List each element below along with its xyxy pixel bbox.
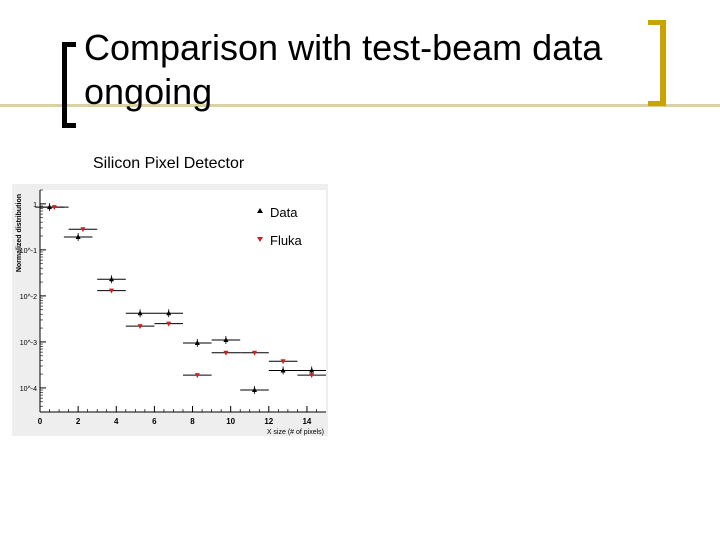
- series-data: [35, 203, 326, 395]
- y-tick-label: 1: [33, 202, 37, 209]
- data-point-data: [280, 367, 286, 373]
- data-point-fluka: [51, 205, 57, 211]
- title-accent-line: [0, 104, 720, 107]
- data-point-fluka: [137, 324, 143, 330]
- x-axis-label: X size (# of pixels): [267, 429, 324, 436]
- data-point-data: [75, 234, 81, 240]
- x-tick-label: 4: [114, 417, 119, 426]
- y-tick-label: 10^-2: [20, 294, 37, 301]
- left-bracket-decoration: [62, 42, 76, 128]
- slide-title: Comparison with test-beam data ongoing: [84, 27, 603, 112]
- series-fluka: [40, 205, 326, 379]
- legend-label-fluka: Fluka: [270, 233, 303, 248]
- y-tick-label: 10^-4: [20, 386, 37, 393]
- right-bracket-decoration: [648, 20, 666, 106]
- data-point-fluka: [166, 321, 172, 327]
- data-point-fluka: [309, 373, 315, 379]
- data-point-data: [47, 204, 53, 210]
- y-tick-label: 10^-1: [20, 248, 37, 255]
- x-tick-label: 12: [264, 417, 273, 426]
- data-point-data: [109, 276, 114, 282]
- x-tick-label: 8: [190, 417, 195, 426]
- data-point-data: [252, 387, 257, 393]
- y-tick-label: 10^-3: [20, 340, 37, 347]
- chart-subtitle: Silicon Pixel Detector: [93, 155, 245, 172]
- data-point-data: [166, 310, 172, 316]
- data-point-fluka: [223, 350, 229, 356]
- legend-marker-fluka: [257, 237, 263, 242]
- data-point-data: [309, 367, 315, 373]
- x-tick-label: 2: [76, 417, 81, 426]
- data-point-data: [137, 310, 143, 316]
- data-point-fluka: [280, 359, 286, 365]
- x-tick-label: 14: [302, 417, 311, 426]
- data-point-data: [194, 339, 200, 345]
- x-tick-label: 6: [152, 417, 157, 426]
- data-point-fluka: [252, 350, 257, 356]
- y-axis-label: Normalized distribution: [16, 194, 23, 272]
- data-point-fluka: [109, 288, 114, 294]
- data-point-fluka: [194, 373, 200, 379]
- cluster-size-chart: 0 2 4 6 8 10 12 14 1 10^-1 10^-2 10^-3 10^-4 X size (…: [16, 189, 326, 436]
- x-tick-label: 10: [226, 417, 235, 426]
- legend-marker-data: [257, 208, 263, 213]
- chart-container: 0 2 4 6 8 10 12 14 1 10^-1 10^-2 10^-3 10^-4 X size (…: [12, 184, 328, 436]
- legend-box: [249, 195, 323, 255]
- x-tick-label: 0: [38, 417, 43, 426]
- legend-label-data: Data: [270, 205, 298, 220]
- data-point-data: [223, 337, 229, 343]
- data-point-fluka: [80, 227, 86, 233]
